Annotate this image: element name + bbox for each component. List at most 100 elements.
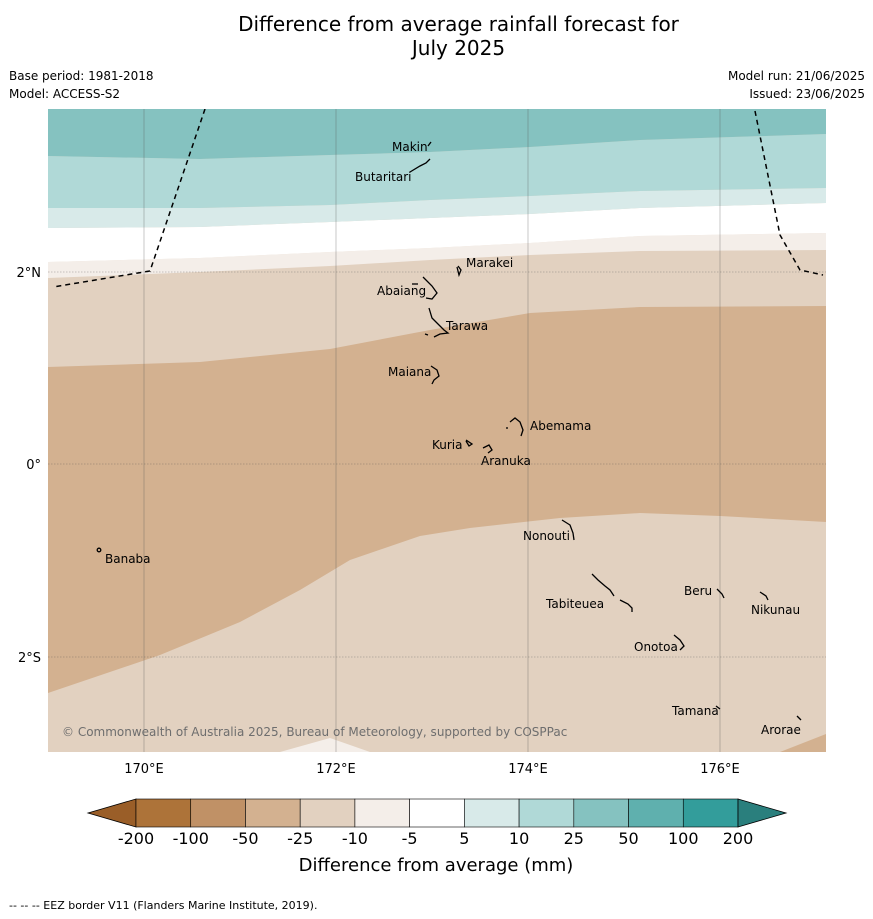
copyright-notice: © Commonwealth of Australia 2025, Bureau… xyxy=(62,725,567,739)
label-marakei: Marakei xyxy=(466,256,513,270)
colorbar-cell xyxy=(245,798,301,828)
label-arorae: Arorae xyxy=(761,723,801,737)
colorbar-tick: 100 xyxy=(668,829,699,848)
lat-lines xyxy=(48,271,826,658)
island-tabiteuea-north xyxy=(591,573,615,597)
label-onotoa: Onotoa xyxy=(634,640,678,654)
colorbar-cell xyxy=(409,798,465,828)
label-kuria: Kuria xyxy=(432,438,463,452)
label-aranuka: Aranuka xyxy=(481,454,531,468)
issued-date: Issued: 23/06/2025 xyxy=(749,87,865,101)
eez-legend-footnote: -- -- -- EEZ border V11 (Flanders Marine… xyxy=(9,899,318,912)
base-period: Base period: 1981-2018 xyxy=(9,69,154,83)
label-banaba: Banaba xyxy=(105,552,151,566)
colorbar-cell xyxy=(518,798,575,828)
island-aranuka xyxy=(482,444,493,454)
label-tarawa: Tarawa xyxy=(445,319,488,333)
island-tarawa-west xyxy=(424,333,429,336)
colorbar-tick: -10 xyxy=(342,829,368,848)
island-nonouti xyxy=(561,519,575,541)
label-nikunau: Nikunau xyxy=(751,603,800,617)
island-tabiteuea-south xyxy=(619,599,633,612)
lon-tick-174e: 174°E xyxy=(508,762,548,777)
colorbar-tick: -5 xyxy=(402,829,418,848)
lon-tick-176e: 176°E xyxy=(700,762,740,777)
colorbar-cell xyxy=(464,798,520,828)
colorbar-cell xyxy=(135,798,192,828)
colorbar: -200 -100 -50 -25 -10 -5 5 10 25 50 100 200 Differe… xyxy=(86,798,788,876)
island-kuria xyxy=(465,439,474,447)
island-arorae xyxy=(796,715,802,721)
band-plus10-plus25 xyxy=(48,134,826,208)
island-abemama xyxy=(509,417,524,437)
band-small-patch xyxy=(280,738,370,752)
model-run: Model run: 21/06/2025 xyxy=(727,69,865,83)
label-maiana: Maiana xyxy=(388,365,431,379)
colorbar-tick-labels: -200 -100 -50 -25 -10 -5 5 10 25 50 100 200 xyxy=(118,829,753,848)
label-abaiang: Abaiang xyxy=(377,284,426,298)
band-plus5-plus10 xyxy=(48,188,826,228)
colorbar-under-arrow xyxy=(86,798,137,828)
title-line-1: Difference from average rainfall forecas… xyxy=(238,12,679,36)
island-beru xyxy=(716,588,725,599)
map-title: Difference from average rainfall forecas… xyxy=(0,12,873,60)
lon-tick-172e: 172°E xyxy=(316,762,356,777)
eez-border xyxy=(52,109,824,288)
island-banaba xyxy=(96,547,102,553)
colorbar-label: Difference from average (mm) xyxy=(299,855,574,876)
colorbar-cell xyxy=(573,798,629,828)
colorbar-cell xyxy=(190,798,246,828)
colorbar-tick: -200 xyxy=(118,829,154,848)
colorbar-tick: -100 xyxy=(173,829,209,848)
lat-tick-2n: 2°N xyxy=(17,266,42,281)
model-name: Model: ACCESS-S2 xyxy=(9,87,121,101)
colorbar-cell xyxy=(682,798,739,828)
rainfall-contours: Makin Butaritari Marakei Abaiang Tarawa … xyxy=(48,109,826,752)
colorbar-tick: 25 xyxy=(564,829,584,848)
colorbar-tick: 50 xyxy=(618,829,638,848)
label-beru: Beru xyxy=(684,584,712,598)
label-tamana: Tamana xyxy=(671,704,719,718)
label-nonouti: Nonouti xyxy=(523,529,570,543)
island-makin xyxy=(427,141,432,147)
colorbar-tick: -25 xyxy=(287,829,313,848)
colorbar-tick: 5 xyxy=(459,829,469,848)
colorbar-cell xyxy=(628,798,684,828)
island-maiana xyxy=(430,365,440,385)
island-butaritari xyxy=(409,158,431,173)
lon-tick-labels: 170°E 172°E 174°E 176°E xyxy=(124,762,740,777)
lat-tick-0: 0° xyxy=(26,458,41,473)
islands xyxy=(96,141,802,721)
title-line-2: July 2025 xyxy=(411,36,506,60)
band-minus5-plus5 xyxy=(48,203,826,262)
colorbar-tick: 200 xyxy=(723,829,754,848)
lat-tick-2s: 2°S xyxy=(18,651,41,666)
graticule xyxy=(143,109,721,752)
colorbar-cells xyxy=(135,798,739,828)
lat-tick-labels: 2°N 0° 2°S xyxy=(17,266,42,666)
island-tarawa xyxy=(428,307,450,338)
colorbar-over-arrow xyxy=(737,798,788,828)
meta-right: Model run: 21/06/2025 Issued: 23/06/2025 xyxy=(728,67,865,103)
label-butaritari: Butaritari xyxy=(355,170,412,184)
island-labels: Makin Butaritari Marakei Abaiang Tarawa … xyxy=(105,140,801,737)
lon-tick-170e: 170°E xyxy=(124,762,164,777)
colorbar-tick: -50 xyxy=(232,829,258,848)
meta-left: Base period: 1981-2018 Model: ACCESS-S2 xyxy=(9,67,154,103)
label-abemama: Abemama xyxy=(530,419,591,433)
band-plus25-plus50 xyxy=(48,109,826,159)
label-tabiteuea: Tabiteuea xyxy=(545,597,604,611)
colorbar-cell xyxy=(299,798,356,828)
island-nikunau xyxy=(759,591,769,601)
island-abaiang xyxy=(422,276,438,300)
island-tamana xyxy=(715,705,721,710)
colorbar-tick: 10 xyxy=(509,829,529,848)
band-minus50-minus25 xyxy=(48,306,826,693)
band-corner-patch xyxy=(780,734,826,752)
band-minus10-minus5 xyxy=(48,233,826,278)
label-makin: Makin xyxy=(392,140,428,154)
colorbar-cell xyxy=(354,798,410,828)
island-marakei xyxy=(456,265,462,278)
island-onotoa xyxy=(673,634,685,651)
